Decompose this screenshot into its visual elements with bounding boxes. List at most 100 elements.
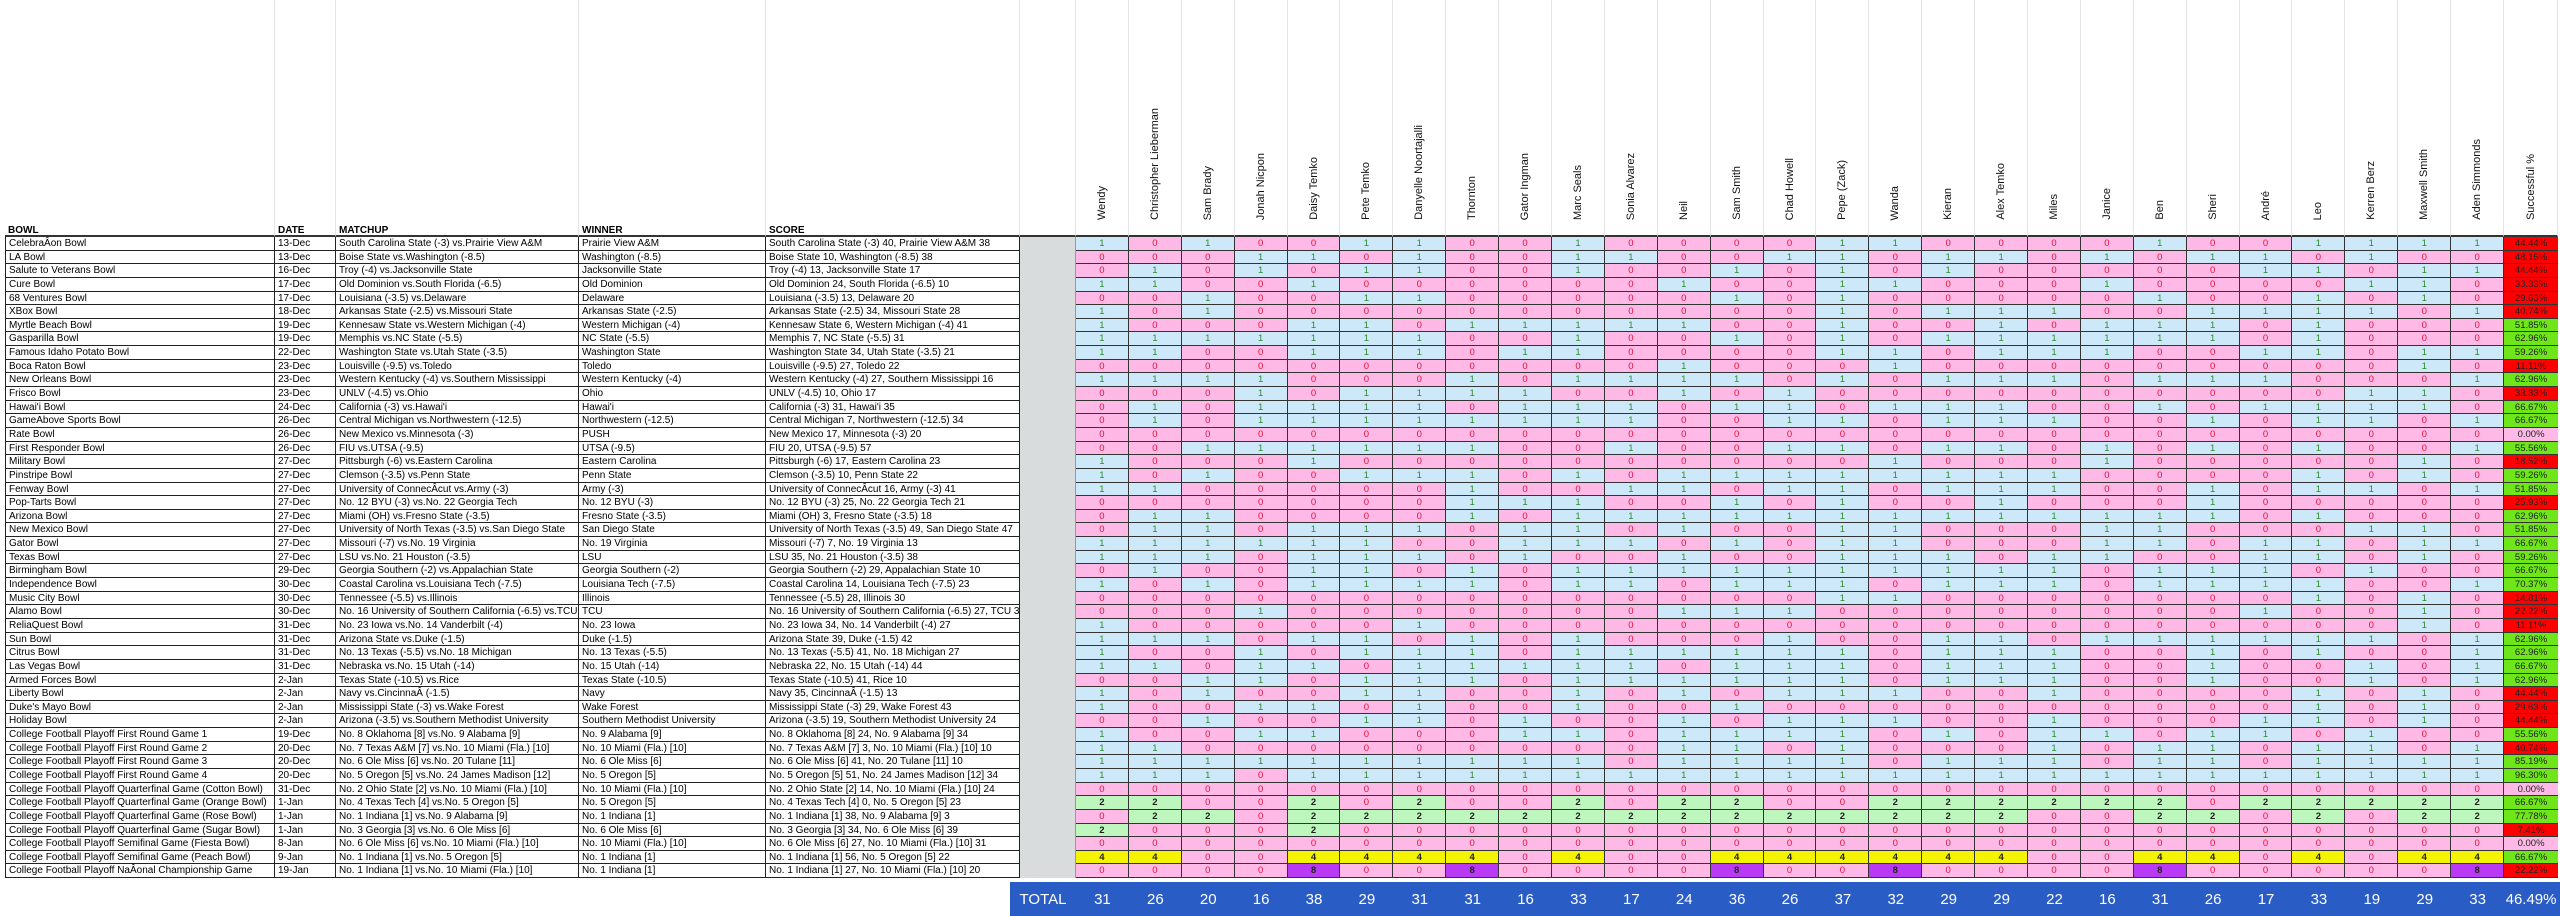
pick-cell[interactable]: 0 bbox=[1657, 837, 1711, 851]
pick-cell[interactable]: 0 bbox=[1446, 291, 1500, 306]
cell-winner[interactable]: Delaware bbox=[579, 291, 766, 306]
pick-cell[interactable]: 0 bbox=[1869, 728, 1923, 742]
pick-cell[interactable]: 1 bbox=[2398, 264, 2452, 278]
pick-cell[interactable]: 0 bbox=[1657, 237, 1711, 251]
pick-cell[interactable]: 1 bbox=[2345, 673, 2399, 688]
pick-cell[interactable]: 0 bbox=[1922, 782, 1976, 797]
pick-cell[interactable]: 1 bbox=[1869, 523, 1923, 538]
pick-cell[interactable]: 0 bbox=[2451, 837, 2505, 851]
pick-cell[interactable]: 1 bbox=[1076, 305, 1129, 319]
pick-cell[interactable]: 1 bbox=[2345, 387, 2399, 401]
pick-cell[interactable]: 1 bbox=[1181, 755, 1235, 769]
pick-cell[interactable]: 0 bbox=[2345, 578, 2399, 592]
pick-cell[interactable]: 1 bbox=[1076, 687, 1129, 701]
cell-winner[interactable]: No. 6 Ole Miss [6] bbox=[579, 823, 766, 838]
pick-cell[interactable]: 0 bbox=[2292, 427, 2346, 442]
column-header-bowl[interactable]: BOWL bbox=[5, 224, 275, 237]
pick-cell[interactable]: 1 bbox=[1181, 537, 1235, 551]
pick-cell[interactable]: 0 bbox=[1552, 427, 1605, 442]
pick-cell[interactable]: 0 bbox=[1340, 864, 1394, 879]
pick-cell[interactable]: 0 bbox=[2133, 550, 2187, 565]
pick-cell[interactable]: 0 bbox=[1393, 318, 1447, 333]
pick-cell[interactable]: 0 bbox=[2239, 441, 2293, 456]
pick-cell[interactable]: 1 bbox=[1975, 250, 2029, 265]
pick-cell[interactable]: 0 bbox=[2186, 687, 2240, 701]
pick-cell[interactable]: 0 bbox=[1340, 782, 1394, 797]
pick-cell[interactable]: 1 bbox=[1076, 646, 1129, 660]
pick-cell[interactable]: 0 bbox=[1446, 741, 1500, 756]
pick-cell[interactable]: 1 bbox=[1181, 687, 1235, 701]
pick-cell[interactable]: 0 bbox=[2345, 496, 2399, 510]
pick-cell[interactable]: 0 bbox=[1604, 346, 1658, 360]
pick-cell[interactable]: 0 bbox=[1816, 864, 1870, 879]
pick-cell[interactable]: 0 bbox=[1181, 359, 1235, 374]
pick-cell[interactable]: 0 bbox=[2292, 618, 2346, 633]
pick-cell[interactable]: 0 bbox=[1076, 782, 1129, 797]
cell-matchup[interactable]: UNLV (-4.5) vs.Ohio bbox=[336, 387, 579, 401]
pick-cell[interactable]: 0 bbox=[2239, 850, 2293, 865]
pick-cell[interactable]: 1 bbox=[2028, 414, 2081, 428]
pick-cell[interactable]: 1 bbox=[1076, 659, 1129, 674]
pick-cell[interactable]: 1 bbox=[1763, 482, 1817, 497]
cell-date[interactable]: 31-Dec bbox=[275, 659, 336, 674]
pick-cell[interactable]: 1 bbox=[2398, 591, 2452, 606]
pick-cell[interactable]: 0 bbox=[1340, 305, 1394, 319]
pick-cell[interactable]: 0 bbox=[2345, 455, 2399, 469]
pick-cell[interactable]: 4 bbox=[1763, 850, 1817, 865]
pick-cell[interactable]: 1 bbox=[2133, 768, 2187, 783]
pick-cell[interactable]: 0 bbox=[1340, 250, 1394, 265]
pick-cell[interactable]: 0 bbox=[1128, 291, 1182, 306]
pick-cell[interactable]: 0 bbox=[1340, 728, 1394, 742]
pick-cell[interactable]: 0 bbox=[1446, 332, 1500, 347]
pick-cell[interactable]: 0 bbox=[1763, 823, 1817, 838]
pick-cell[interactable]: 0 bbox=[1922, 714, 1976, 729]
pick-cell[interactable]: 1 bbox=[1393, 468, 1447, 483]
pick-cell[interactable]: 1 bbox=[1340, 318, 1394, 333]
pick-cell[interactable]: 4 bbox=[2398, 850, 2452, 865]
cell-date[interactable]: 27-Dec bbox=[275, 455, 336, 469]
cell-winner[interactable]: Southern Methodist University bbox=[579, 714, 766, 729]
pick-cell[interactable]: 1 bbox=[2080, 250, 2134, 265]
pick-cell[interactable]: 1 bbox=[1763, 509, 1817, 524]
pick-cell[interactable]: 0 bbox=[1869, 632, 1923, 647]
pick-cell[interactable]: 1 bbox=[2292, 332, 2346, 347]
pick-cell[interactable]: 1 bbox=[1234, 387, 1288, 401]
cell-score[interactable]: Pittsburgh (-6) 17, Eastern Carolina 23 bbox=[766, 455, 1020, 469]
cell-winner[interactable]: Northwestern (-12.5) bbox=[579, 414, 766, 428]
pick-cell[interactable]: 1 bbox=[1128, 277, 1182, 292]
pick-cell[interactable]: 0 bbox=[1181, 646, 1235, 660]
pick-cell[interactable]: 1 bbox=[2451, 646, 2505, 660]
pick-cell[interactable]: 0 bbox=[1975, 687, 2029, 701]
pick-cell[interactable]: 0 bbox=[1975, 700, 2029, 715]
pick-cell[interactable]: 1 bbox=[1975, 305, 2029, 319]
pick-cell[interactable]: 0 bbox=[2398, 741, 2452, 756]
pick-cell[interactable]: 2 bbox=[1922, 809, 1976, 824]
pick-cell[interactable]: 0 bbox=[1287, 359, 1341, 374]
success-pct-cell[interactable]: 66.67% bbox=[2504, 796, 2559, 810]
pick-cell[interactable]: 0 bbox=[1499, 618, 1553, 633]
pick-cell[interactable]: 0 bbox=[2398, 823, 2452, 838]
pick-cell[interactable]: 0 bbox=[2239, 414, 2293, 428]
pick-cell[interactable]: 0 bbox=[1446, 714, 1500, 729]
cell-score[interactable]: Old Dominion 24, South Florida (-6.5) 10 bbox=[766, 277, 1020, 292]
success-pct-cell[interactable]: 18.52% bbox=[2504, 455, 2559, 469]
pick-cell[interactable]: 0 bbox=[2398, 509, 2452, 524]
pick-cell[interactable]: 0 bbox=[2292, 523, 2346, 538]
cell-matchup[interactable]: California (-3) vs.Hawai'i bbox=[336, 400, 579, 415]
player-header[interactable]: Sheri bbox=[2187, 0, 2240, 224]
pick-cell[interactable]: 1 bbox=[1076, 632, 1129, 647]
cell-date[interactable]: 24-Dec bbox=[275, 400, 336, 415]
pick-cell[interactable]: 0 bbox=[1287, 496, 1341, 510]
pick-cell[interactable]: 0 bbox=[1234, 632, 1288, 647]
pick-cell[interactable]: 2 bbox=[1869, 809, 1923, 824]
pick-cell[interactable]: 1 bbox=[1393, 291, 1447, 306]
pick-cell[interactable]: 0 bbox=[2080, 291, 2134, 306]
pick-cell[interactable]: 1 bbox=[1869, 564, 1923, 579]
pick-cell[interactable]: 1 bbox=[2028, 741, 2081, 756]
pick-cell[interactable]: 0 bbox=[2345, 809, 2399, 824]
pick-cell[interactable]: 1 bbox=[1922, 373, 1976, 388]
pick-cell[interactable]: 0 bbox=[2239, 591, 2293, 606]
cell-score[interactable]: FIU 20, UTSA (-9.5) 57 bbox=[766, 441, 1020, 456]
pick-cell[interactable]: 1 bbox=[1446, 509, 1500, 524]
cell-bowl[interactable]: Famous Idaho Potato Bowl bbox=[5, 346, 275, 360]
